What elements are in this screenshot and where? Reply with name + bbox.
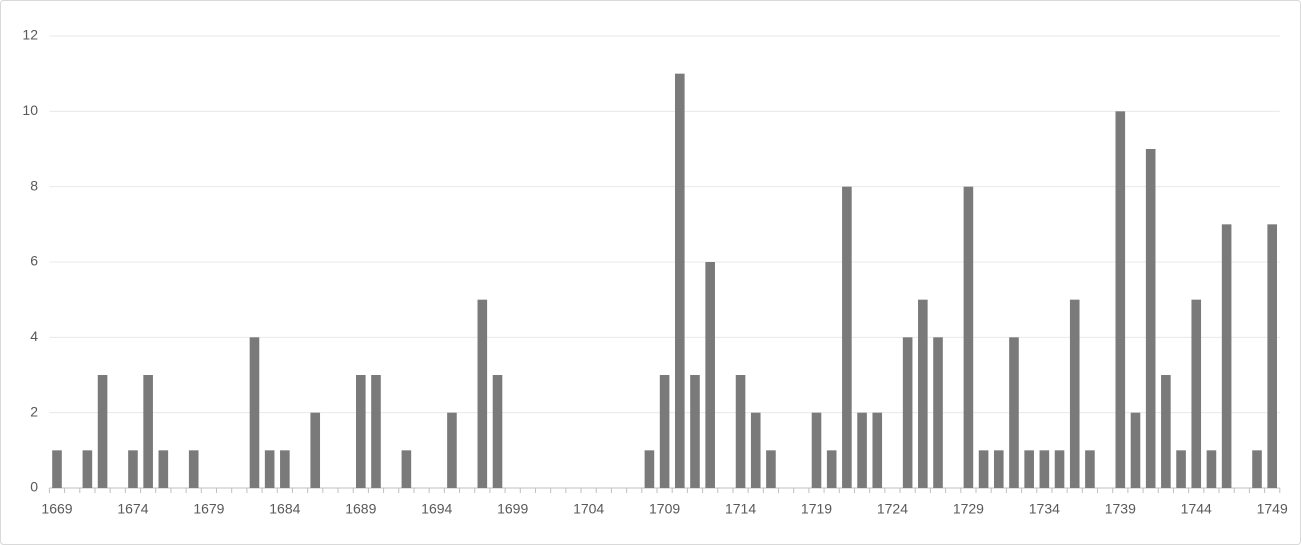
y-tick-label: 0 (30, 479, 38, 495)
bar (1267, 224, 1277, 489)
y-tick-label: 2 (30, 403, 38, 419)
bar (1039, 450, 1050, 488)
x-tick-label: 1719 (801, 501, 832, 517)
bar (188, 450, 199, 488)
y-tick-label: 12 (22, 27, 38, 43)
x-tick-label: 1724 (877, 501, 908, 517)
bar (1221, 224, 1232, 489)
x-tick-label: 1729 (953, 501, 984, 517)
bar (1024, 450, 1034, 488)
bar (280, 450, 290, 488)
bar (1206, 450, 1217, 488)
x-tick-label: 1669 (41, 501, 72, 517)
bar (872, 412, 883, 488)
bar (1085, 450, 1095, 488)
bar (902, 337, 913, 488)
bar (401, 450, 412, 488)
bar (826, 450, 837, 488)
x-tick-label: 1709 (649, 501, 680, 517)
x-tick-label: 1694 (421, 501, 452, 517)
bar (766, 450, 776, 488)
y-tick-label: 8 (30, 177, 38, 193)
bar (477, 299, 488, 488)
bar (1145, 149, 1156, 488)
bar (1009, 337, 1019, 488)
bar (356, 375, 366, 488)
bar (705, 262, 715, 488)
bar (143, 375, 153, 488)
x-tick-label: 1734 (1029, 501, 1060, 517)
bar (128, 450, 138, 488)
bar (264, 450, 275, 488)
x-tick-label: 1674 (117, 501, 148, 517)
bar (857, 412, 867, 488)
bar (447, 412, 457, 488)
bar (978, 450, 989, 488)
bar (1054, 450, 1065, 488)
bar (1252, 450, 1262, 488)
bar (371, 375, 381, 488)
bar (82, 450, 93, 488)
bar (659, 375, 670, 488)
bar (1069, 299, 1080, 488)
x-tick-label: 1749 (1257, 501, 1288, 517)
bar (918, 299, 928, 488)
bar (842, 186, 852, 488)
x-tick-label: 1699 (497, 501, 528, 517)
bar (52, 450, 62, 488)
bar (1176, 450, 1186, 488)
x-tick-label: 1714 (725, 501, 756, 517)
bar (1130, 412, 1141, 488)
y-tick-label: 6 (30, 253, 38, 269)
bar (97, 375, 108, 488)
bar (993, 450, 1004, 488)
bar (735, 375, 746, 488)
y-tick-label: 4 (30, 328, 38, 344)
x-tick-label: 1684 (269, 501, 300, 517)
bar (963, 186, 974, 488)
bar (249, 337, 260, 488)
bar (1115, 111, 1126, 488)
bar (644, 450, 655, 488)
bar (933, 337, 943, 488)
bar (690, 375, 700, 488)
bar (674, 73, 685, 489)
y-tick-label: 10 (22, 102, 38, 118)
x-tick-label: 1679 (193, 501, 224, 517)
x-tick-label: 1704 (573, 501, 604, 517)
bar (310, 412, 321, 488)
x-tick-label: 1689 (345, 501, 376, 517)
bar (492, 375, 503, 488)
bar (811, 412, 822, 488)
bar (1161, 375, 1171, 488)
x-tick-label: 1744 (1181, 501, 1212, 517)
bar (158, 450, 169, 488)
bar (750, 412, 761, 488)
bar (1191, 299, 1202, 488)
x-tick-label: 1739 (1105, 501, 1136, 517)
